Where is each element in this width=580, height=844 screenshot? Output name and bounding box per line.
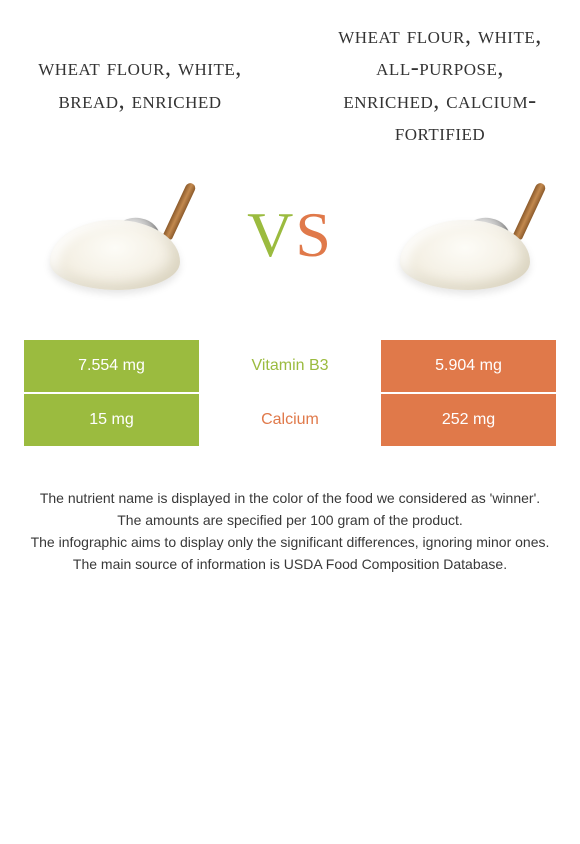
right-value-cell: 252 mg [381,394,556,446]
left-value-cell: 15 mg [24,394,199,446]
right-food-image [380,170,550,300]
footer-line: The amounts are specified per 100 gram o… [24,510,556,530]
table-row: 15 mgCalcium252 mg [24,394,556,446]
table-row: 7.554 mgVitamin B35.904 mg [24,340,556,392]
vs-label: VS [247,198,333,272]
nutrient-name-cell: Vitamin B3 [199,340,381,392]
vs-v: V [247,199,295,270]
footer-line: The nutrient name is displayed in the co… [24,488,556,508]
right-value-cell: 5.904 mg [381,340,556,392]
header: wheat flour, white, bread, enriched whea… [0,0,580,160]
images-row: VS [0,160,580,320]
footer-line: The main source of information is USDA F… [24,554,556,574]
vs-s: S [295,199,333,270]
footer-notes: The nutrient name is displayed in the co… [0,448,580,575]
left-value-cell: 7.554 mg [24,340,199,392]
footer-line: The infographic aims to display only the… [24,532,556,552]
right-food-title: wheat flour, white, all-purpose, enriche… [330,20,550,150]
left-food-title: wheat flour, white, bread, enriched [30,20,250,150]
nutrient-name-cell: Calcium [199,394,381,446]
left-food-image [30,170,200,300]
comparison-table: 7.554 mgVitamin B35.904 mg15 mgCalcium25… [0,320,580,446]
